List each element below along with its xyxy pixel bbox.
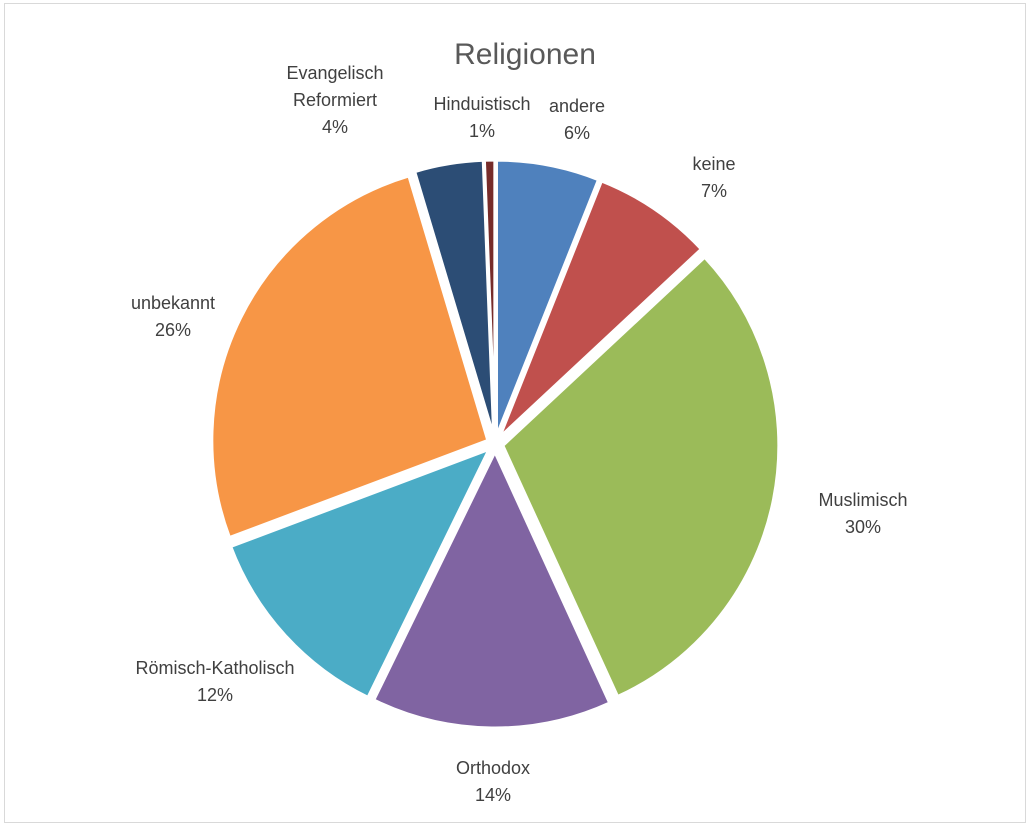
slice-label-keine: keine 7% bbox=[692, 154, 735, 201]
slice-label-orthodox: Orthodox 14% bbox=[456, 758, 530, 804]
chart-frame: Religionen andere 6% keine 7% Muslimisch 30% O… bbox=[4, 3, 1026, 823]
pie-slice-muslimisch bbox=[501, 255, 781, 699]
pie-slice-unbekannt bbox=[210, 174, 490, 540]
pie-chart: Religionen andere 6% keine 7% Muslimisch 30% O… bbox=[131, 38, 908, 804]
slice-label-evangelisch-reformiert: Evangelisch Reformiert 4% bbox=[286, 63, 383, 137]
pie-slice-andere bbox=[495, 158, 601, 437]
pie-slice-orthodox bbox=[371, 448, 612, 730]
chart-title: Religionen bbox=[454, 38, 596, 71]
slice-label-hinduistisch: Hinduistisch 1% bbox=[433, 94, 530, 141]
pie-slice-hinduistisch bbox=[482, 158, 497, 437]
pie-slices bbox=[210, 158, 781, 730]
slice-label-muslimisch: Muslimisch 30% bbox=[818, 490, 907, 537]
slice-label-andere: andere 6% bbox=[549, 96, 605, 143]
slice-label-r-misch-katholisch: Römisch-Katholisch 12% bbox=[135, 658, 294, 705]
slice-label-unbekannt: unbekannt 26% bbox=[131, 293, 215, 340]
pie-slice-keine bbox=[498, 178, 704, 439]
pie-slice-r-misch-katholisch bbox=[228, 446, 493, 700]
slice-labels: andere 6% keine 7% Muslimisch 30% Orthodox 14% R… bbox=[131, 63, 908, 804]
